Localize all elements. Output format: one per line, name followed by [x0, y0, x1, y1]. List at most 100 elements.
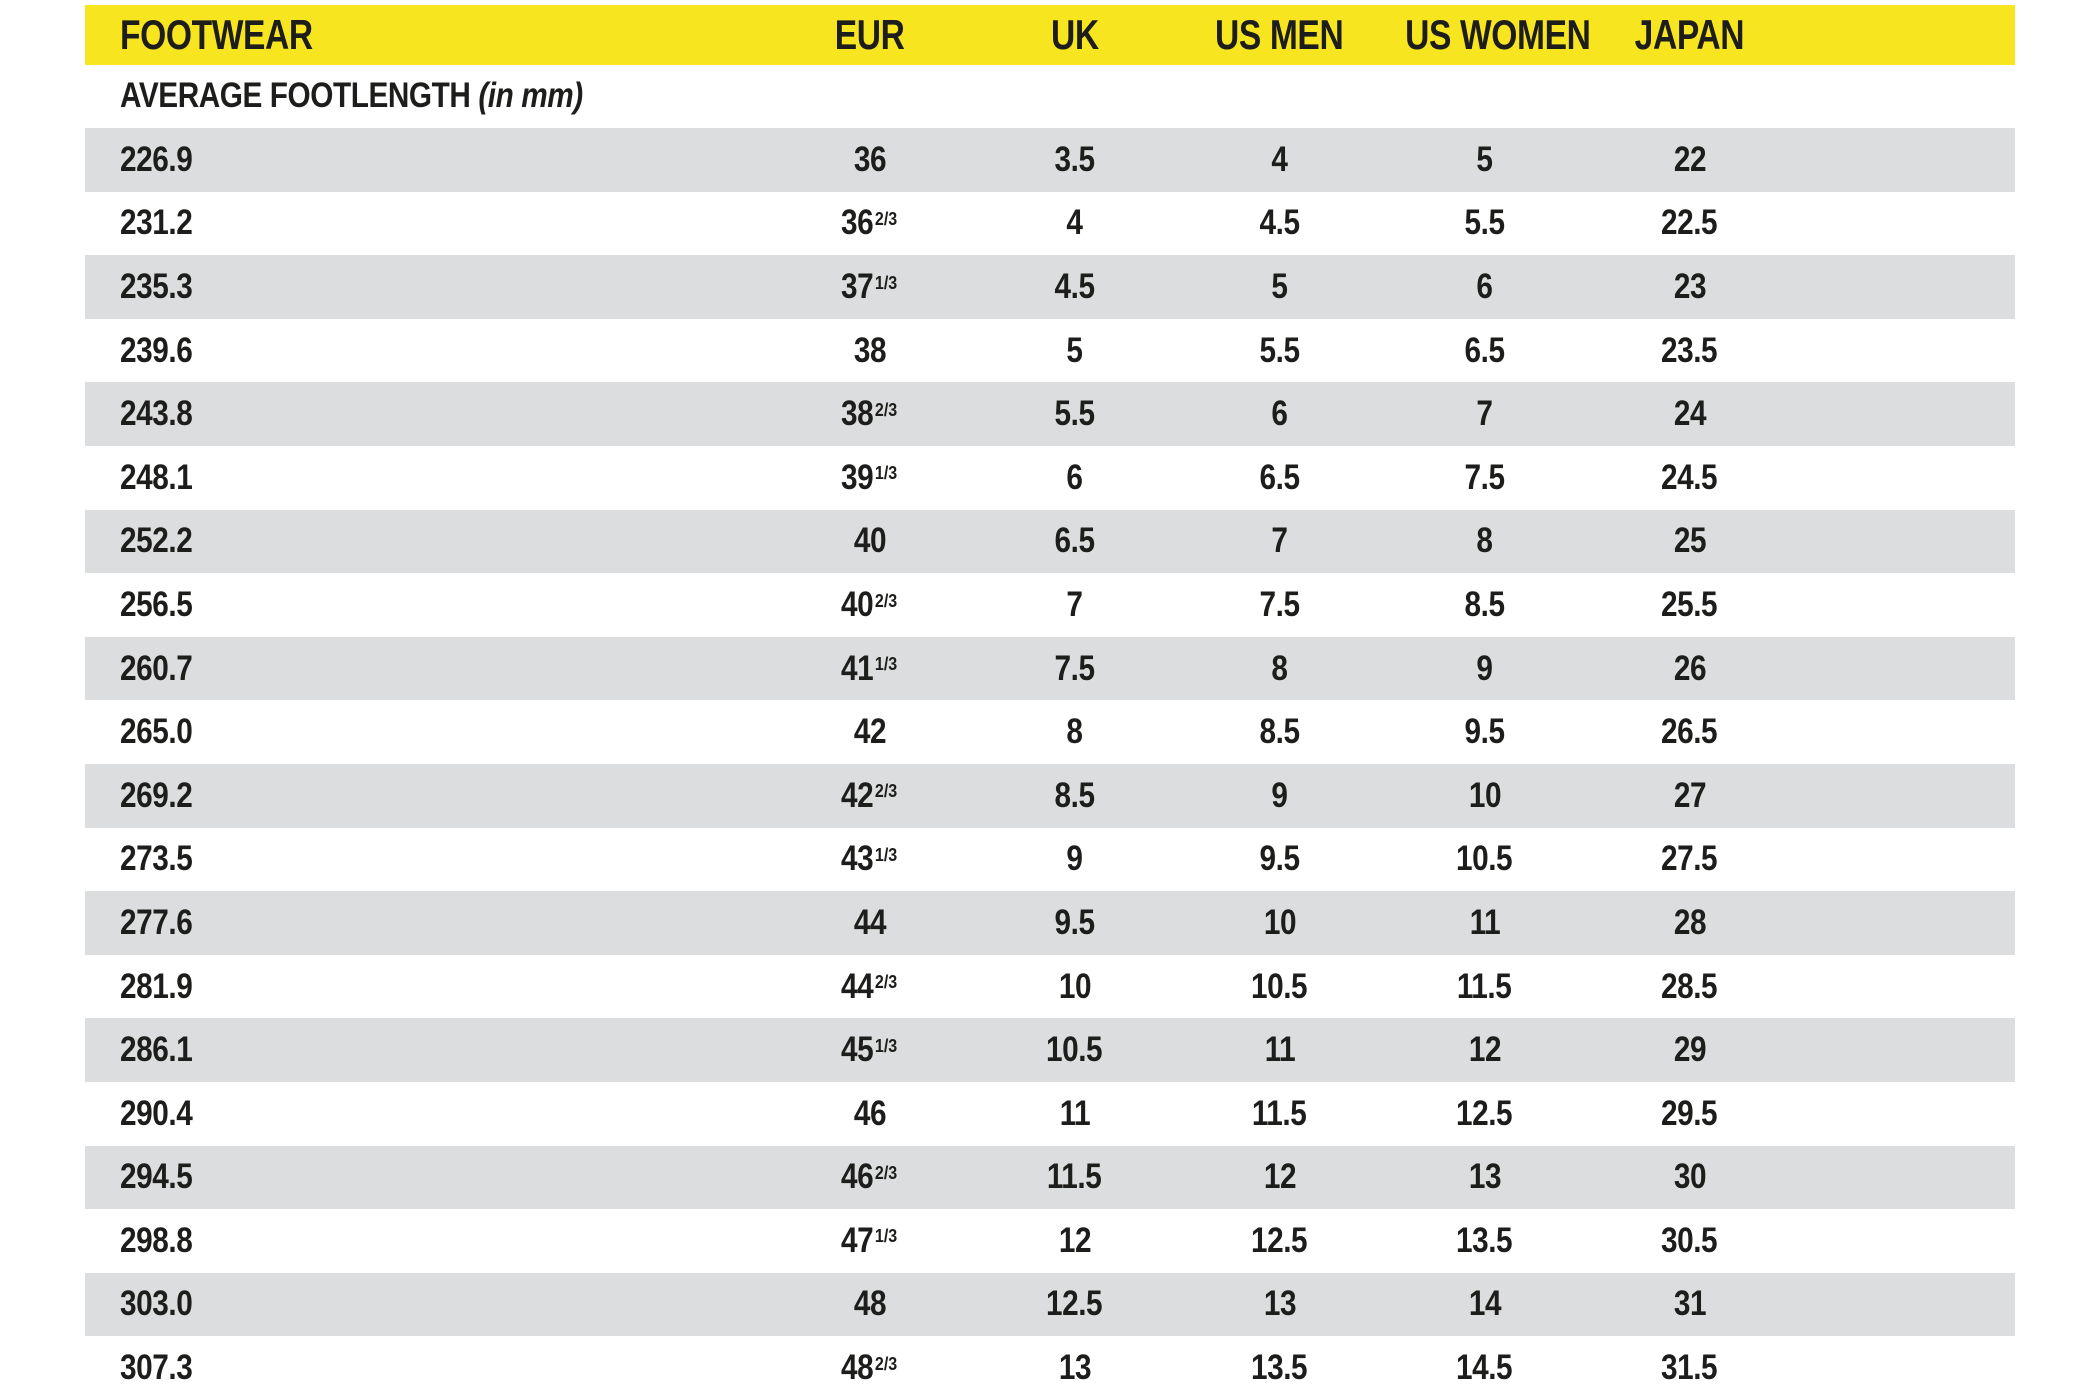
- column-header-uk-label: UK: [1050, 10, 1099, 58]
- cell-us-men-value: 11.5: [1252, 1093, 1307, 1133]
- cell-eur: 40: [767, 521, 972, 561]
- cell-us-women: 9: [1382, 649, 1587, 689]
- table-row: 252.2 40 6.5 7 8 25: [85, 509, 2015, 574]
- cell-eur: 411/3: [767, 649, 972, 689]
- cell-eur-value: 422/3: [841, 775, 898, 815]
- table-row: 294.5 462/3 11.5 12 13 30: [85, 1145, 2015, 1210]
- cell-uk-value: 8: [1066, 712, 1083, 752]
- cell-us-men-value: 6.5: [1259, 457, 1300, 497]
- cell-footlength: 260.7: [85, 649, 767, 689]
- cell-us-women-value: 5.5: [1464, 203, 1505, 243]
- column-header-footwear-label: FOOTWEAR: [120, 10, 313, 58]
- cell-footlength-value: 298.8: [120, 1220, 193, 1260]
- cell-us-men-value: 9.5: [1259, 839, 1300, 879]
- fraction-superscript: 2/3: [875, 972, 898, 994]
- cell-footlength: 286.1: [85, 1030, 767, 1070]
- cell-japan: 31: [1587, 1284, 1792, 1324]
- table-row: 298.8 471/3 12 12.5 13.5 30.5: [85, 1209, 2015, 1273]
- cell-us-men-value: 11: [1264, 1030, 1295, 1070]
- cell-us-men-value: 6: [1271, 394, 1288, 434]
- fraction-superscript: 2/3: [875, 1353, 898, 1375]
- subheader-text: AVERAGE FOOTLENGTH (in mm): [120, 76, 583, 116]
- column-header-us-women-label: US WOMEN: [1405, 10, 1591, 58]
- cell-eur-value: 411/3: [841, 648, 898, 688]
- cell-japan: 24: [1587, 394, 1792, 434]
- cell-us-men: 11.5: [1177, 1094, 1382, 1134]
- cell-eur-value: 362/3: [841, 203, 898, 243]
- cell-eur-value: 42: [853, 712, 886, 752]
- cell-us-women: 5.5: [1382, 203, 1587, 243]
- cell-japan: 29.5: [1587, 1094, 1792, 1134]
- column-header-us-men: US MEN: [1177, 11, 1382, 59]
- cell-uk: 11: [972, 1094, 1177, 1134]
- cell-us-women-value: 13.5: [1456, 1220, 1513, 1260]
- cell-uk-value: 4.5: [1054, 266, 1095, 306]
- cell-japan-value: 30: [1673, 1157, 1706, 1197]
- cell-uk: 8.5: [972, 776, 1177, 816]
- cell-eur: 38: [767, 331, 972, 371]
- cell-japan: 28.5: [1587, 967, 1792, 1007]
- subheader-unit-note: (in mm): [478, 76, 583, 116]
- table-row: 303.0 48 12.5 13 14 31: [85, 1272, 2015, 1337]
- cell-japan: 30: [1587, 1157, 1792, 1197]
- cell-japan-value: 22.5: [1661, 203, 1718, 243]
- cell-footlength: 294.5: [85, 1157, 767, 1197]
- cell-eur: 362/3: [767, 203, 972, 243]
- cell-footlength-value: 235.3: [120, 266, 193, 306]
- fraction-superscript: 2/3: [875, 208, 898, 230]
- cell-eur-value: 40: [853, 521, 886, 561]
- cell-us-women: 10.5: [1382, 839, 1587, 879]
- cell-us-women-value: 14.5: [1456, 1348, 1513, 1388]
- cell-eur: 462/3: [767, 1157, 972, 1197]
- cell-japan: 29: [1587, 1030, 1792, 1070]
- cell-japan: 23.5: [1587, 331, 1792, 371]
- cell-us-men-value: 9: [1271, 775, 1288, 815]
- cell-footlength: 248.1: [85, 458, 767, 498]
- cell-footlength-value: 252.2: [120, 521, 193, 561]
- table-body: 226.9 36 3.5 4 5 22 231.2 362/3 4 4.5 5.5 22.5 235.3…: [85, 128, 2015, 1400]
- cell-us-women: 8.5: [1382, 585, 1587, 625]
- cell-footlength: 231.2: [85, 203, 767, 243]
- cell-us-women-value: 7.5: [1464, 457, 1505, 497]
- cell-us-men: 6: [1177, 394, 1382, 434]
- cell-eur-value: 482/3: [841, 1348, 898, 1388]
- cell-footlength-value: 277.6: [120, 902, 193, 942]
- cell-uk-value: 12.5: [1046, 1284, 1103, 1324]
- column-header-uk: UK: [972, 11, 1177, 59]
- cell-us-women: 8: [1382, 521, 1587, 561]
- cell-eur-value: 442/3: [841, 966, 898, 1006]
- cell-japan: 23: [1587, 267, 1792, 307]
- cell-japan: 26: [1587, 649, 1792, 689]
- table-row: 248.1 391/3 6 6.5 7.5 24.5: [85, 445, 2015, 510]
- cell-us-men-value: 10.5: [1251, 966, 1308, 1006]
- cell-footlength: 307.3: [85, 1348, 767, 1388]
- cell-uk: 7.5: [972, 649, 1177, 689]
- column-header-japan-label: JAPAN: [1634, 10, 1745, 58]
- cell-us-men-value: 4.5: [1259, 203, 1300, 243]
- cell-uk-value: 11: [1059, 1093, 1090, 1133]
- cell-us-women: 12.5: [1382, 1094, 1587, 1134]
- cell-footlength-value: 290.4: [120, 1093, 193, 1133]
- cell-eur: 391/3: [767, 458, 972, 498]
- cell-japan-value: 31: [1673, 1284, 1706, 1324]
- cell-eur: 371/3: [767, 267, 972, 307]
- cell-japan-value: 26.5: [1661, 712, 1718, 752]
- cell-us-women: 7: [1382, 394, 1587, 434]
- cell-footlength-value: 286.1: [120, 1030, 193, 1070]
- table-row: 265.0 42 8 8.5 9.5 26.5: [85, 700, 2015, 764]
- cell-uk-value: 5.5: [1054, 394, 1095, 434]
- cell-japan-value: 26: [1673, 648, 1706, 688]
- cell-uk-value: 4: [1066, 203, 1083, 243]
- cell-eur: 48: [767, 1284, 972, 1324]
- cell-japan-value: 31.5: [1661, 1348, 1718, 1388]
- cell-japan-value: 30.5: [1661, 1220, 1718, 1260]
- table-row: 260.7 411/3 7.5 8 9 26: [85, 636, 2015, 701]
- cell-eur-value: 402/3: [841, 584, 898, 624]
- cell-uk: 10.5: [972, 1030, 1177, 1070]
- cell-us-men-value: 7: [1271, 521, 1288, 561]
- fraction-superscript: 2/3: [875, 399, 898, 421]
- cell-eur: 382/3: [767, 394, 972, 434]
- column-header-eur-label: EUR: [834, 10, 905, 58]
- cell-uk-value: 8.5: [1054, 775, 1095, 815]
- cell-uk-value: 11.5: [1047, 1157, 1102, 1197]
